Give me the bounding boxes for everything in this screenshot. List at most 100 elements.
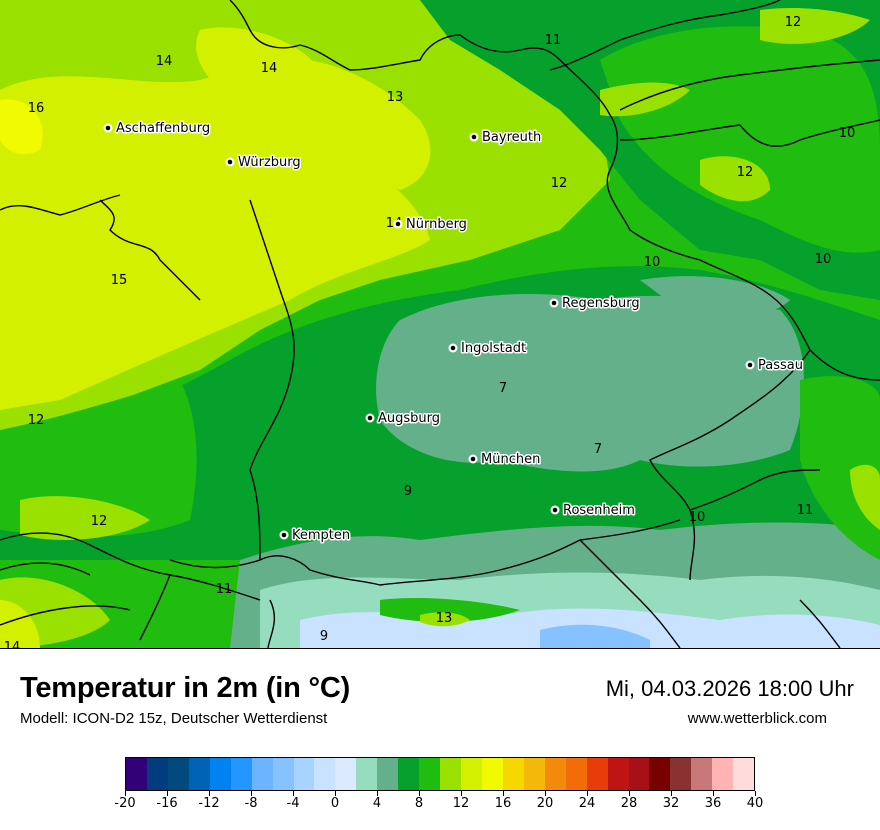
isotherm-value-label: 9 [320, 629, 328, 644]
colorbar-tick [376, 791, 378, 796]
isotherm-value-label: 12 [785, 15, 802, 30]
city-label: München [481, 452, 540, 467]
colorbar-tick-label: 4 [372, 796, 382, 811]
colorbar-segment [293, 758, 315, 790]
isotherm-value-label: 14 [156, 54, 173, 69]
colorbar-segment [733, 758, 755, 790]
city-marker: Aschaffenburg [103, 120, 212, 138]
colorbar-segment [419, 758, 441, 790]
colorbar-segment [126, 758, 147, 790]
colorbar-segment [502, 758, 524, 790]
colorbar-segment [461, 758, 482, 790]
colorbar-tick [418, 791, 420, 796]
colorbar-tick-label: -20 [114, 796, 136, 811]
city-marker: Bayreuth [469, 129, 543, 147]
isotherm-value-label: 13 [436, 611, 453, 626]
colorbar-segment [586, 758, 608, 790]
isotherm-value-label: 14 [4, 640, 21, 648]
colorbar-tick-label: 24 [578, 796, 596, 811]
colorbar-tick-label: 16 [494, 796, 512, 811]
city-marker: Augsburg [365, 410, 442, 428]
city-label: Nürnberg [406, 217, 467, 232]
colorbar-segment [146, 758, 168, 790]
colorbar-segment [356, 758, 378, 790]
colorbar-segment [377, 758, 399, 790]
isotherm-value-label: 15 [111, 273, 128, 288]
website-link[interactable]: www.wetterblick.com [687, 710, 827, 727]
forecast-datetime: Mi, 04.03.2026 18:00 Uhr [605, 676, 854, 701]
colorbar-segment [523, 758, 545, 790]
colorbar-segment [314, 758, 336, 790]
city-marker: Regensburg [549, 295, 641, 313]
city-label: Regensburg [562, 296, 640, 311]
model-source: Modell: ICON-D2 15z, Deutscher Wetterdie… [20, 710, 328, 727]
colorbar-tick [334, 791, 336, 796]
colorbar-ticks: -20 -16 -12 -8 -4 0 4 8 12 16 20 24 28 32 36 40 [114, 791, 763, 821]
colorbar-segment [607, 758, 629, 790]
colorbar-tick [166, 791, 168, 796]
city-marker: Nürnberg [393, 216, 468, 234]
colorbar-segment [230, 758, 252, 790]
city-markers: Aschaffenburg Würzburg Bayreuth Nürnberg Reg… [103, 120, 804, 545]
colorbar-tick-label: 20 [536, 796, 554, 811]
colorbar-tick [544, 791, 546, 796]
colorbar-tick-label: 40 [746, 796, 764, 811]
colorbar-tick [208, 791, 210, 796]
colorbar-tick [124, 791, 126, 796]
isotherm-value-label: 12 [737, 165, 754, 180]
isotherm-value-label: 9 [404, 484, 412, 499]
isotherm-value-label: 11 [545, 33, 562, 48]
city-label: Ingolstadt [461, 341, 526, 356]
city-label: Rosenheim [563, 503, 635, 518]
borders [0, 0, 880, 648]
city-marker: Passau [745, 357, 804, 375]
isotherm-value-label: 13 [387, 90, 404, 105]
city-label: Bayreuth [482, 130, 541, 145]
isotherm-value-label: 12 [551, 176, 568, 191]
isotherm-value-label: 16 [28, 101, 45, 116]
colorbar-tick-label: 36 [704, 796, 722, 811]
colorbar-segment [481, 758, 503, 790]
colorbar-tick-label: -8 [244, 796, 258, 811]
city-marker: Rosenheim [550, 502, 636, 520]
isotherm-value-label: 10 [644, 255, 661, 270]
colorbar-segment [670, 758, 692, 790]
city-marker: Würzburg [225, 154, 302, 172]
colorbar-segment [272, 758, 294, 790]
isotherm-value-label: 12 [28, 413, 45, 428]
city-label: Augsburg [378, 411, 440, 426]
colorbar-tick-label: 28 [620, 796, 638, 811]
colorbar-segment [691, 758, 713, 790]
colorbar-segment [335, 758, 357, 790]
isotherm-value-label: 10 [689, 510, 706, 525]
isotherm-value-label: 7 [594, 442, 602, 457]
isotherm-value-label: 10 [839, 126, 856, 141]
value-labels: 14 14 16 13 11 12 10 12 12 14 10 10 15 7 12 7 9 10 11 12 11 1… [4, 15, 856, 648]
city-marker: München [468, 451, 542, 469]
colorbar-tick [502, 791, 504, 796]
isotherm-value-label: 7 [499, 381, 507, 396]
city-marker: Kempten [279, 527, 352, 545]
city-label: Kempten [292, 528, 350, 543]
isotherm-value-label: 14 [261, 61, 278, 76]
colorbar-segment [440, 758, 461, 790]
colorbar-tick-label: 0 [330, 796, 340, 811]
colorbar-segment [544, 758, 566, 790]
colorbar-tick-label: -4 [286, 796, 300, 811]
colorbar-segment [209, 758, 231, 790]
colorbar-tick [670, 791, 672, 796]
colorbar-tick-label: 8 [414, 796, 424, 811]
colorbar-segment [251, 758, 273, 790]
colorbar-tick-label: 12 [452, 796, 470, 811]
colorbar-segment [398, 758, 420, 790]
colorbar-tick [292, 791, 294, 796]
isotherm-value-label: 10 [815, 252, 832, 267]
city-label: Passau [758, 358, 803, 373]
isotherm-value-label: 12 [91, 514, 108, 529]
colorbar-segment [167, 758, 189, 790]
colorbar-segment [188, 758, 210, 790]
colorbar-tick-label: 32 [662, 796, 680, 811]
colorbar-segment [628, 758, 650, 790]
isotherm-value-label: 11 [797, 503, 814, 518]
colorbar-tick [250, 791, 252, 796]
